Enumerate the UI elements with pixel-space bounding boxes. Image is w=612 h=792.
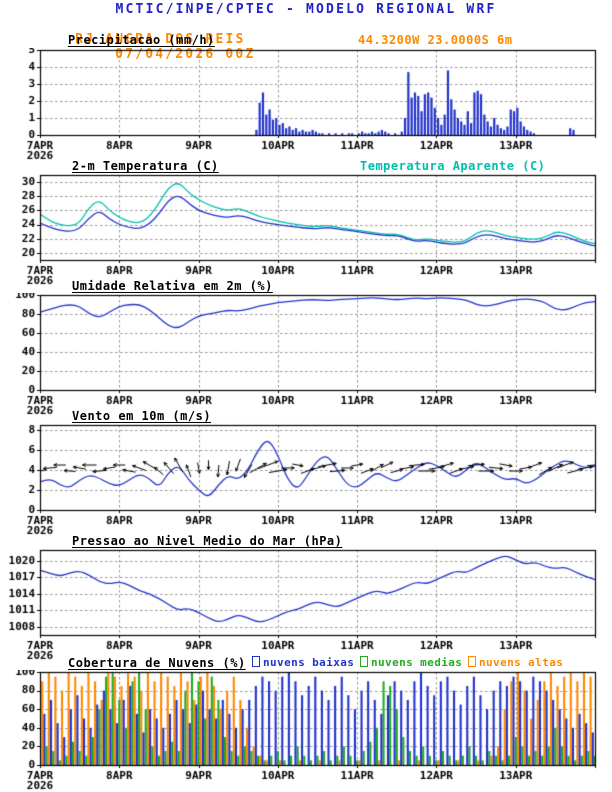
pressure-chart bbox=[0, 548, 612, 660]
cloud-cover-chart bbox=[0, 670, 612, 790]
cloud-title-row: Cobertura de Nuvens (%) nuvens baixas nu… bbox=[0, 656, 612, 672]
legend-nuvens-altas-label: nuvens altas bbox=[479, 656, 564, 669]
legend-nuvens-baixas: nuvens baixas bbox=[252, 656, 354, 669]
pressure-title: Pressao ao Nivel Medio do Mar (hPa) bbox=[72, 534, 343, 548]
wind-title: Vento em 10m (m/s) bbox=[72, 409, 212, 423]
pressure-title-row: Pressao ao Nivel Medio do Mar (hPa) bbox=[0, 534, 612, 550]
precip-title-row: Precipitacao (mm/h) 44.3200W 23.0000S 6m bbox=[0, 33, 612, 49]
legend-nuvens-altas: nuvens altas bbox=[468, 656, 563, 669]
humidity-chart bbox=[0, 293, 612, 415]
legend-nuvens-medias-label: nuvens medias bbox=[371, 656, 463, 669]
cloud-high-swatch-icon bbox=[468, 656, 476, 667]
temperature-chart bbox=[0, 173, 612, 285]
station-coordinates: 44.3200W 23.0000S 6m bbox=[358, 33, 513, 47]
temperature-title-row: 2-m Temperatura (C) Temperatura Aparente… bbox=[0, 159, 612, 175]
legend-nuvens-baixas-label: nuvens baixas bbox=[263, 656, 355, 669]
legend-nuvens-medias: nuvens medias bbox=[360, 656, 462, 669]
wind-title-row: Vento em 10m (m/s) bbox=[0, 409, 612, 425]
precipitation-chart bbox=[0, 48, 612, 160]
apparent-temperature-label: Temperatura Aparente (C) bbox=[360, 159, 546, 173]
station-name: RJ ANGRA DOS REIS bbox=[75, 32, 246, 47]
humidity-title-row: Umidade Relativa em 2m (%) bbox=[0, 279, 612, 295]
precip-title: Precipitacao (mm/h) bbox=[68, 33, 215, 47]
cloud-low-swatch-icon bbox=[252, 656, 260, 667]
cloud-mid-swatch-icon bbox=[360, 656, 368, 667]
temperature-title: 2-m Temperatura (C) bbox=[72, 159, 219, 173]
humidity-title: Umidade Relativa em 2m (%) bbox=[72, 279, 273, 293]
model-title: MCTIC/INPE/CPTEC - MODELO REGIONAL WRF bbox=[115, 2, 497, 17]
wind-chart bbox=[0, 423, 612, 535]
cloud-cover-title: Cobertura de Nuvens (%) bbox=[68, 656, 246, 670]
